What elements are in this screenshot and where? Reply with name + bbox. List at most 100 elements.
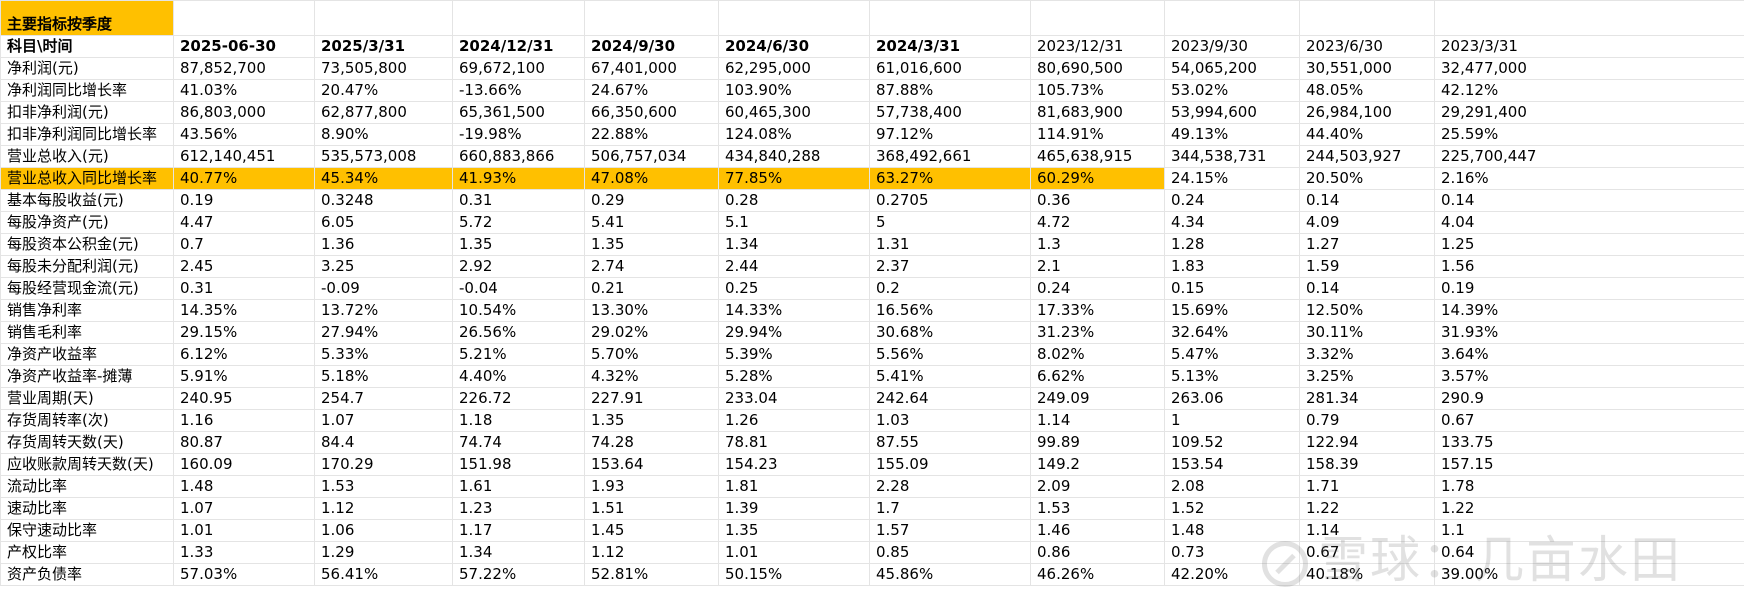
row-label[interactable]: 营业总收入(元) [0,145,174,168]
period-header[interactable]: 2024/3/31 [869,35,1031,58]
value-cell[interactable]: 31.23% [1030,321,1165,344]
value-cell[interactable]: 6.12% [173,343,315,366]
value-cell[interactable]: 86,803,000 [173,101,315,124]
value-cell[interactable]: 29.02% [584,321,719,344]
value-cell[interactable]: 1.57 [869,519,1031,542]
value-cell[interactable]: 240.95 [173,387,315,410]
value-cell[interactable]: 26.56% [452,321,585,344]
empty-cell[interactable] [718,0,870,36]
row-label[interactable]: 销售毛利率 [0,321,174,344]
value-cell[interactable]: 24.67% [584,79,719,102]
value-cell[interactable]: 14.39% [1434,299,1744,322]
value-cell[interactable]: 80.87 [173,431,315,454]
row-label[interactable]: 营业总收入同比增长率 [0,167,174,190]
value-cell[interactable]: 5.1 [718,211,870,234]
value-cell[interactable]: 31.93% [1434,321,1744,344]
value-cell[interactable]: 0.64 [1434,541,1744,564]
value-cell[interactable]: 0.15 [1164,277,1300,300]
value-cell[interactable]: 65,361,500 [452,101,585,124]
value-cell[interactable]: 612,140,451 [173,145,315,168]
value-cell[interactable]: 57.03% [173,563,315,586]
value-cell[interactable]: 0.73 [1164,541,1300,564]
value-cell[interactable]: 0.31 [452,189,585,212]
value-cell[interactable]: 155.09 [869,453,1031,476]
value-cell[interactable]: 1.35 [452,233,585,256]
value-cell[interactable]: 1.53 [314,475,453,498]
value-cell[interactable]: 1.18 [452,409,585,432]
value-cell[interactable]: 2.09 [1030,475,1165,498]
value-cell[interactable]: 263.06 [1164,387,1300,410]
value-cell[interactable]: 1.48 [1164,519,1300,542]
value-cell[interactable]: 1.46 [1030,519,1165,542]
value-cell[interactable]: 3.32% [1299,343,1435,366]
value-cell[interactable]: 1.34 [718,233,870,256]
value-cell[interactable]: 1.71 [1299,475,1435,498]
value-cell[interactable]: 50.15% [718,563,870,586]
value-cell[interactable]: 74.74 [452,431,585,454]
value-cell[interactable]: 133.75 [1434,431,1744,454]
period-header[interactable]: 2025-06-30 [173,35,315,58]
row-label[interactable]: 净资产收益率 [0,343,174,366]
value-cell[interactable]: 0.2 [869,277,1031,300]
value-cell[interactable]: 1.83 [1164,255,1300,278]
value-cell[interactable]: 0.36 [1030,189,1165,212]
value-cell[interactable]: 226.72 [452,387,585,410]
value-cell[interactable]: 3.57% [1434,365,1744,388]
value-cell[interactable]: 1.07 [314,409,453,432]
value-cell[interactable]: 10.54% [452,299,585,322]
value-cell[interactable]: 122.94 [1299,431,1435,454]
value-cell[interactable]: 244,503,927 [1299,145,1435,168]
value-cell[interactable]: 5.41 [584,211,719,234]
value-cell[interactable]: 103.90% [718,79,870,102]
value-cell[interactable]: 344,538,731 [1164,145,1300,168]
value-cell[interactable]: 1.48 [173,475,315,498]
header-label[interactable]: 科目\时间 [0,35,174,58]
value-cell[interactable]: 281.34 [1299,387,1435,410]
value-cell[interactable]: 1.78 [1434,475,1744,498]
value-cell[interactable]: 1.39 [718,497,870,520]
period-header[interactable]: 2024/9/30 [584,35,719,58]
value-cell[interactable]: 0.67 [1299,541,1435,564]
value-cell[interactable]: 1.17 [452,519,585,542]
value-cell[interactable]: 0.19 [1434,277,1744,300]
value-cell[interactable]: 66,350,600 [584,101,719,124]
value-cell[interactable]: 4.72 [1030,211,1165,234]
empty-cell[interactable] [173,0,315,36]
value-cell[interactable]: 1.26 [718,409,870,432]
value-cell[interactable]: 30.11% [1299,321,1435,344]
value-cell[interactable]: 8.90% [314,123,453,146]
value-cell[interactable]: 77.85% [718,167,870,190]
empty-cell[interactable] [452,0,585,36]
value-cell[interactable]: 0.67 [1434,409,1744,432]
value-cell[interactable]: 13.72% [314,299,453,322]
value-cell[interactable]: 40.18% [1299,563,1435,586]
value-cell[interactable]: 87,852,700 [173,57,315,80]
value-cell[interactable]: 5.39% [718,343,870,366]
value-cell[interactable]: -19.98% [452,123,585,146]
value-cell[interactable]: 1.3 [1030,233,1165,256]
value-cell[interactable]: 32.64% [1164,321,1300,344]
value-cell[interactable]: 78.81 [718,431,870,454]
value-cell[interactable]: 32,477,000 [1434,57,1744,80]
value-cell[interactable]: 14.35% [173,299,315,322]
period-header[interactable]: 2025/3/31 [314,35,453,58]
value-cell[interactable]: 1.12 [314,497,453,520]
value-cell[interactable]: 1.14 [1299,519,1435,542]
value-cell[interactable]: 105.73% [1030,79,1165,102]
value-cell[interactable]: 2.45 [173,255,315,278]
value-cell[interactable]: 0.24 [1030,277,1165,300]
value-cell[interactable]: 254.7 [314,387,453,410]
value-cell[interactable]: 242.64 [869,387,1031,410]
value-cell[interactable]: 41.93% [452,167,585,190]
value-cell[interactable]: 81,683,900 [1030,101,1165,124]
value-cell[interactable]: 1.61 [452,475,585,498]
period-header[interactable]: 2023/9/30 [1164,35,1300,58]
period-header[interactable]: 2024/6/30 [718,35,870,58]
empty-cell[interactable] [869,0,1031,36]
value-cell[interactable]: 62,295,000 [718,57,870,80]
row-label[interactable]: 营业周期(天) [0,387,174,410]
value-cell[interactable]: 1.93 [584,475,719,498]
value-cell[interactable]: 57.22% [452,563,585,586]
row-label[interactable]: 净利润同比增长率 [0,79,174,102]
value-cell[interactable]: 0.14 [1299,277,1435,300]
